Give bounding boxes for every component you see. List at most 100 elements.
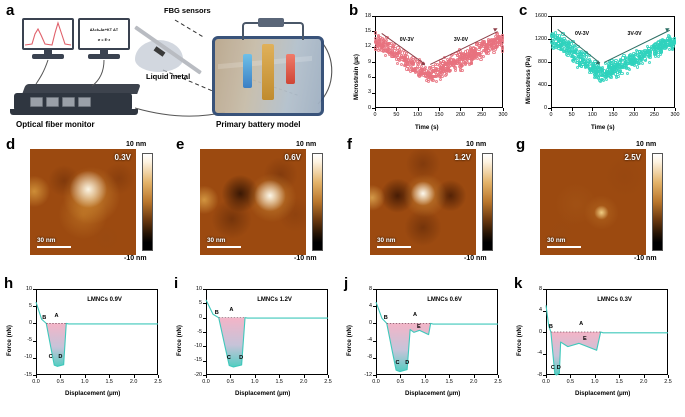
y-tick [372,46,375,48]
x-tick [613,108,614,111]
data-point [451,63,455,67]
data-point [588,54,592,58]
data-point [381,42,385,46]
y-tick-label: -20 [194,371,202,378]
y-tick [33,340,36,342]
interrogator-button-2[interactable] [46,97,59,107]
y-tick-label: 0 [539,328,542,335]
data-point [618,60,622,64]
y-tick [373,357,376,359]
scale-bar-label: 30 nm [547,237,566,245]
data-point [635,49,639,53]
y-tick [372,77,375,79]
data-point [455,58,459,62]
scale-bar-line [37,245,71,248]
colorbar-max-label: 10 nm [296,141,317,148]
data-point [373,31,377,35]
x-tick-label: 2.0 [299,379,308,385]
data-point [458,68,463,72]
y-tick [543,375,546,376]
x-tick [439,108,440,111]
x-tick [230,375,232,378]
y-tick [33,306,36,308]
data-point [576,44,580,48]
chart-k-legend: LMNCs 0.3V [597,297,632,303]
data-point [663,46,667,50]
chart-h-legend: LMNCs 0.9V [87,297,122,303]
data-point [500,49,504,53]
data-point [603,73,607,77]
data-point [421,61,425,65]
x-tick [643,375,645,378]
panel-label-j: j [344,275,349,292]
x-tick [570,375,572,378]
data-point [374,36,378,41]
caption-optical-fiber-monitor: Optical fiber monitor [16,120,95,129]
afm-image-d: 0.3V 30 nm [30,149,136,255]
interrogator-buttons[interactable] [30,97,91,107]
curve-marker-C: C [48,354,53,361]
data-point [395,53,399,57]
y-tick-label: 4 [369,302,372,309]
interrogator-button-4[interactable] [78,97,91,107]
data-point [386,43,390,47]
chart-annotation: 3V-0V [453,36,469,43]
data-point [572,44,576,48]
data-point [425,74,429,78]
x-tick [36,375,37,378]
panel-label-c: c [519,2,528,19]
curve-marker-E: E [416,324,421,331]
x-tick [571,108,573,111]
scale-bar-line [377,245,411,248]
data-point [634,53,638,57]
panel-label-h: h [4,275,14,292]
interrogator-button-1[interactable] [30,97,43,107]
data-point [436,67,440,71]
y-tick [372,16,375,17]
y-tick-label: 5 [29,302,32,309]
y-tick [543,353,546,355]
scale-bar-line [547,245,581,248]
force-curve-row: h -15 -10 -5 0 5 10 0.0 0.5 1.0 1.5 2.0 2.5 Force (nN… [0,275,685,417]
x-tick-label: 100 [587,112,597,118]
data-point [566,47,570,51]
x-tick-label: 0.0 [202,379,210,385]
data-point [590,68,594,72]
data-point [672,37,676,41]
y-tick-label: -8 [367,354,372,361]
data-point [593,59,597,64]
panel-label-k: k [514,275,523,292]
curve-marker-A: A [54,312,59,319]
data-point [396,62,400,66]
data-point [385,35,389,39]
data-point [642,53,646,57]
curve-marker-C: C [395,359,400,366]
y-tick-label: 12 [365,43,371,50]
data-point [611,67,616,71]
data-point [405,67,409,71]
y-tick-label: 0 [369,319,372,326]
chart-j-y-axis-label: Force (nN) [346,325,353,357]
data-point [496,41,500,45]
chart-b-x-axis-label: Time (s) [415,124,439,131]
x-tick-label: 250 [477,112,487,118]
monitor-neck [44,50,52,55]
data-point [434,79,438,84]
chart-j-x-axis-label: Displacement (μm) [405,390,461,397]
y-tick-label: 8 [539,285,542,292]
data-point [477,52,482,56]
x-tick [675,108,676,111]
afm-image-f: 1.2V 30 nm [370,149,476,255]
panel-label-f: f [347,136,352,153]
data-point [458,63,462,67]
interrogator-button-3[interactable] [62,97,75,107]
y-tick-label: -10 [194,342,202,349]
chart-h-y-axis-label: Force (nN) [6,325,13,357]
y-tick-label: 10 [26,285,32,292]
data-point [400,62,404,66]
data-point [373,45,377,49]
colorbar-max-label: 10 nm [466,141,487,148]
colorbar-f [482,153,493,251]
data-point [592,64,596,69]
chart-i-x-axis-label: Displacement (μm) [235,390,291,397]
